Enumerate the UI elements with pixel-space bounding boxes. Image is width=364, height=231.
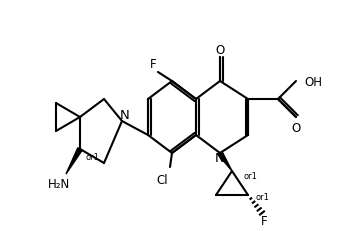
Text: or1: or1 [85,153,99,162]
Text: H₂N: H₂N [48,178,70,191]
Text: or1: or1 [256,193,270,202]
Text: O: O [215,44,225,57]
Text: F: F [261,215,267,228]
Text: N: N [215,152,225,165]
Polygon shape [66,148,82,174]
Text: or1: or1 [244,172,258,181]
Text: F: F [150,58,156,71]
Text: OH: OH [304,75,322,88]
Text: N: N [120,109,130,122]
Text: Cl: Cl [156,174,168,187]
Text: O: O [291,121,301,134]
Polygon shape [218,152,232,171]
